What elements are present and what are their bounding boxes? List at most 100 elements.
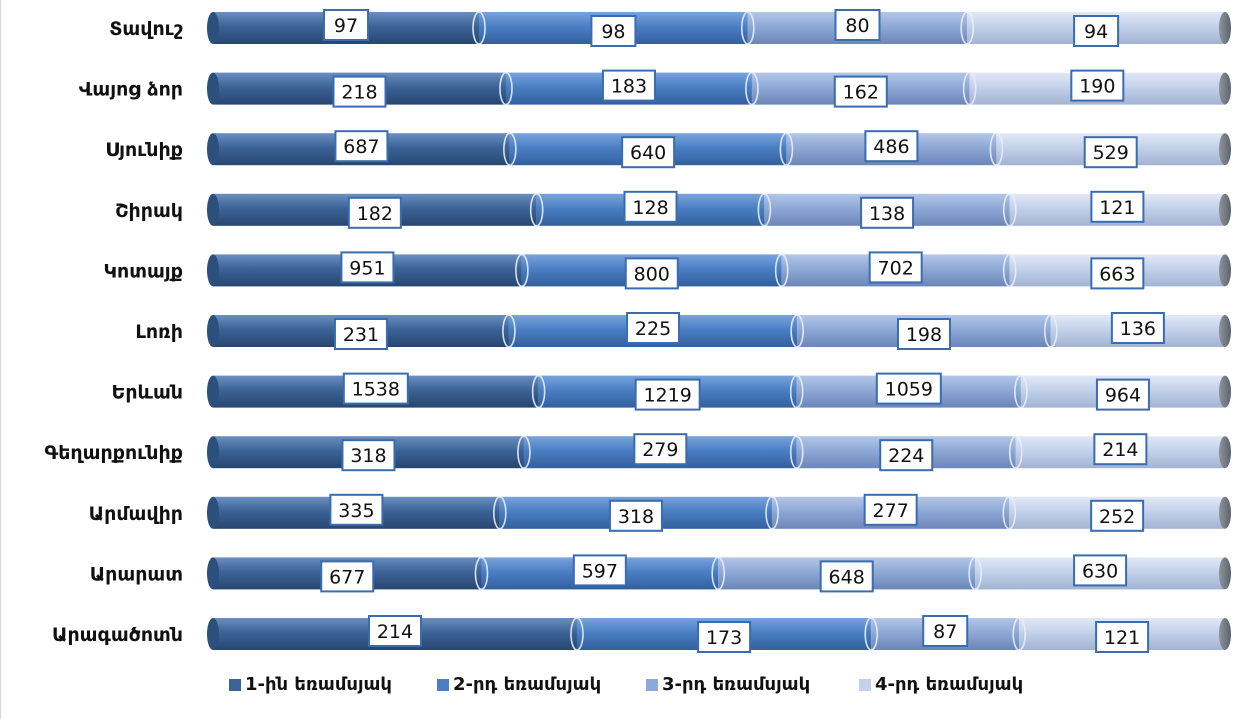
data-label-box bbox=[1093, 433, 1148, 466]
data-label-box bbox=[626, 312, 681, 344]
data-label: 94 bbox=[1084, 21, 1108, 43]
data-label-box bbox=[1090, 190, 1145, 223]
segment-seam bbox=[790, 314, 804, 348]
data-label: 162 bbox=[843, 82, 879, 104]
data-label-box bbox=[868, 251, 923, 284]
segment-seam bbox=[789, 374, 804, 409]
data-label-box bbox=[1083, 136, 1138, 169]
legend-label: 4-րդ եռամսյակ bbox=[875, 674, 1023, 695]
segment-seam bbox=[531, 374, 546, 409]
data-label: 597 bbox=[582, 560, 618, 582]
bar-end-cap bbox=[1219, 254, 1231, 287]
data-label-box bbox=[634, 378, 701, 411]
data-label-box bbox=[819, 560, 874, 593]
segment-seam bbox=[1002, 193, 1017, 227]
data-label-box bbox=[1073, 554, 1128, 587]
data-label-box bbox=[633, 433, 688, 466]
data-label-box bbox=[1070, 69, 1125, 102]
bar-end-cap bbox=[1219, 496, 1231, 529]
data-label: 183 bbox=[611, 76, 647, 98]
data-label: 198 bbox=[906, 324, 942, 346]
data-labels-layer: 97 98 80 94 218 183 162 190 687 640 486 529 182 128 13… bbox=[320, 9, 1165, 653]
data-label-box bbox=[340, 251, 395, 284]
segment-seam bbox=[1008, 435, 1023, 470]
data-label-box bbox=[1090, 257, 1145, 290]
bar-end-cap bbox=[1219, 557, 1231, 590]
segment-seam bbox=[517, 435, 531, 470]
data-label-box bbox=[834, 9, 881, 41]
data-label: 1538 bbox=[352, 379, 400, 401]
bar-end-cap bbox=[1219, 193, 1231, 226]
bar-start-cap bbox=[207, 496, 219, 529]
segment-seam bbox=[774, 253, 789, 288]
segment-seam bbox=[968, 556, 982, 591]
data-label: 687 bbox=[343, 136, 379, 158]
segment-seam bbox=[711, 556, 726, 591]
data-label-box bbox=[1095, 378, 1150, 411]
category-label: Գեղարքունիք bbox=[44, 442, 183, 464]
data-label-box bbox=[342, 372, 409, 405]
category-label: Սյունիք bbox=[105, 139, 183, 161]
data-label: 1219 bbox=[643, 385, 691, 407]
category-axis-labels: Տավուշ Վայոց ձոր Սյունիք Շիրակ Կոտայք Լոռի Երև… bbox=[44, 18, 183, 646]
bar-end-cap bbox=[1219, 72, 1231, 105]
data-label-box bbox=[879, 439, 934, 472]
segment-seam bbox=[1002, 253, 1017, 288]
category-label: Երևան bbox=[111, 382, 183, 404]
segment-seam bbox=[493, 495, 507, 530]
data-label: 214 bbox=[1102, 439, 1138, 461]
data-label-box bbox=[833, 75, 888, 108]
data-label: 951 bbox=[349, 257, 385, 279]
data-label: 279 bbox=[642, 439, 678, 461]
data-label-box bbox=[590, 15, 637, 47]
data-label-box bbox=[320, 560, 375, 593]
segment-seam bbox=[789, 435, 804, 470]
segment-seam bbox=[570, 617, 584, 651]
segment-seam bbox=[765, 495, 779, 530]
bar-start-cap bbox=[207, 72, 219, 105]
segment-seam bbox=[740, 11, 755, 45]
category-label: Կոտայք bbox=[103, 260, 183, 282]
data-label: 231 bbox=[343, 324, 379, 346]
data-label-box bbox=[572, 554, 627, 587]
data-label: 277 bbox=[873, 500, 909, 522]
data-label: 702 bbox=[878, 257, 914, 279]
data-label-box bbox=[323, 9, 370, 41]
data-label: 677 bbox=[329, 566, 365, 588]
data-label: 318 bbox=[618, 506, 654, 528]
data-label: 173 bbox=[706, 627, 742, 649]
data-label-box bbox=[333, 318, 388, 350]
bar-start-cap bbox=[207, 12, 219, 44]
data-label: 218 bbox=[341, 82, 377, 104]
data-label: 136 bbox=[1120, 318, 1156, 340]
data-label: 318 bbox=[350, 445, 386, 467]
data-label: 1059 bbox=[885, 379, 933, 401]
bar-end-cap bbox=[1219, 375, 1231, 408]
bar-start-cap bbox=[207, 133, 219, 166]
data-label: 138 bbox=[869, 203, 905, 225]
segment-seam bbox=[1043, 314, 1058, 348]
category-label: Շիրակ bbox=[115, 200, 183, 222]
data-label-box bbox=[860, 196, 915, 229]
data-label: 648 bbox=[829, 566, 865, 588]
data-label: 98 bbox=[601, 21, 625, 43]
legend-label: 2-րդ եռամսյակ bbox=[453, 674, 601, 695]
category-label: Արագածոտն bbox=[52, 624, 183, 646]
data-label: 190 bbox=[1079, 76, 1115, 98]
data-label: 663 bbox=[1099, 263, 1135, 285]
data-label: 640 bbox=[630, 142, 666, 164]
category-label: Տավուշ bbox=[109, 18, 183, 40]
segment-seam bbox=[529, 193, 544, 227]
bar-end-cap bbox=[1219, 12, 1231, 44]
data-label: 800 bbox=[634, 263, 670, 285]
segment-seam bbox=[779, 132, 794, 166]
bar-start-cap bbox=[207, 254, 219, 287]
bar-end-cap bbox=[1219, 618, 1231, 650]
data-label: 224 bbox=[888, 445, 924, 467]
segment-seam bbox=[960, 11, 975, 45]
data-label-box bbox=[621, 136, 676, 169]
bar-end-cap bbox=[1219, 436, 1231, 469]
segment-seam bbox=[515, 253, 529, 288]
data-label: 97 bbox=[334, 15, 358, 37]
bar-start-cap bbox=[207, 618, 219, 650]
